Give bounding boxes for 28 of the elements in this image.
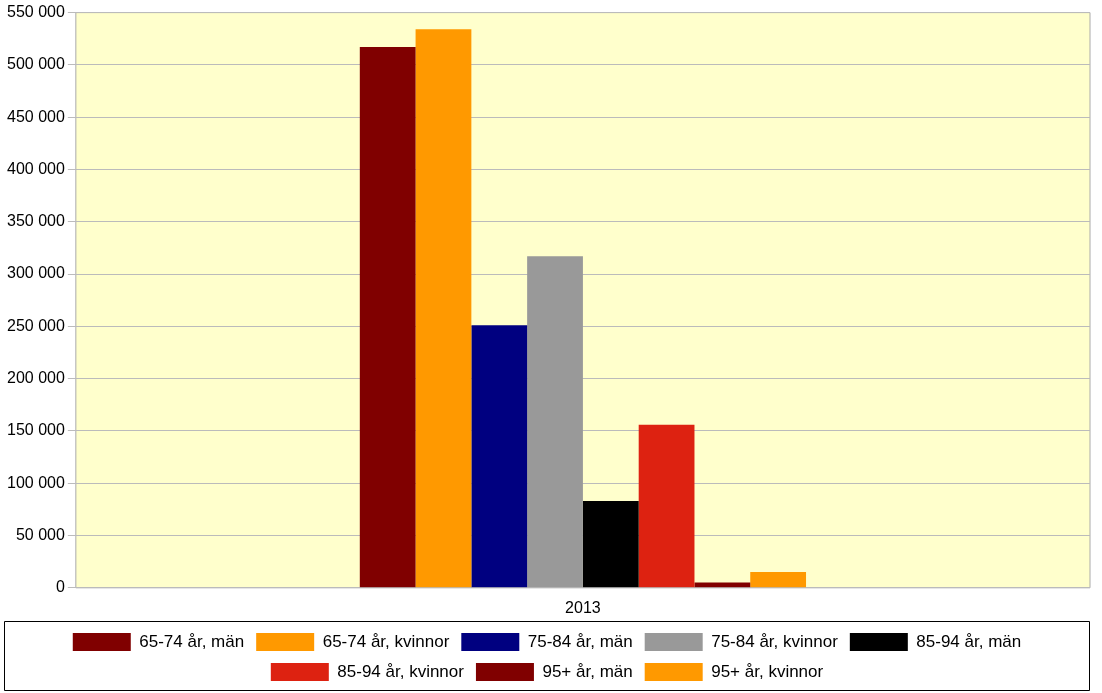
- y-tick-label: 0: [55, 578, 65, 596]
- bar: [359, 47, 416, 588]
- y-tick-label: 100 000: [6, 473, 65, 491]
- y-tick-label: 300 000: [6, 264, 65, 282]
- legend-label: 95+ år, män: [542, 661, 633, 681]
- y-tick-label: 350 000: [6, 212, 65, 230]
- legend-label: 75-84 år, kvinnor: [711, 631, 839, 651]
- y-tick-label: 450 000: [6, 107, 65, 125]
- y-tick-label: 200 000: [6, 369, 65, 387]
- bar: [638, 424, 695, 588]
- legend-label: 85-94 år, kvinnor: [337, 661, 465, 681]
- bar: [750, 572, 807, 588]
- legend-label: 75-84 år, män: [527, 631, 633, 651]
- bar: [471, 325, 528, 588]
- bar: [582, 501, 639, 588]
- y-tick-label: 50 000: [15, 525, 65, 543]
- legend-label: 65-74 år, män: [139, 631, 245, 651]
- y-tick-label: 250 000: [6, 316, 65, 334]
- y-tick-label: 500 000: [6, 55, 65, 73]
- y-tick-label: 150 000: [6, 421, 65, 439]
- y-tick-label: 550 000: [6, 3, 65, 21]
- bar: [527, 256, 583, 588]
- bar: [415, 29, 472, 588]
- x-tick-label: 2013: [565, 598, 601, 616]
- legend-label: 95+ år, kvinnor: [711, 661, 824, 681]
- y-tick-label: 400 000: [6, 159, 65, 177]
- legend-label: 85-94 år, män: [916, 631, 1022, 651]
- legend-label: 65-74 år, kvinnor: [322, 631, 450, 651]
